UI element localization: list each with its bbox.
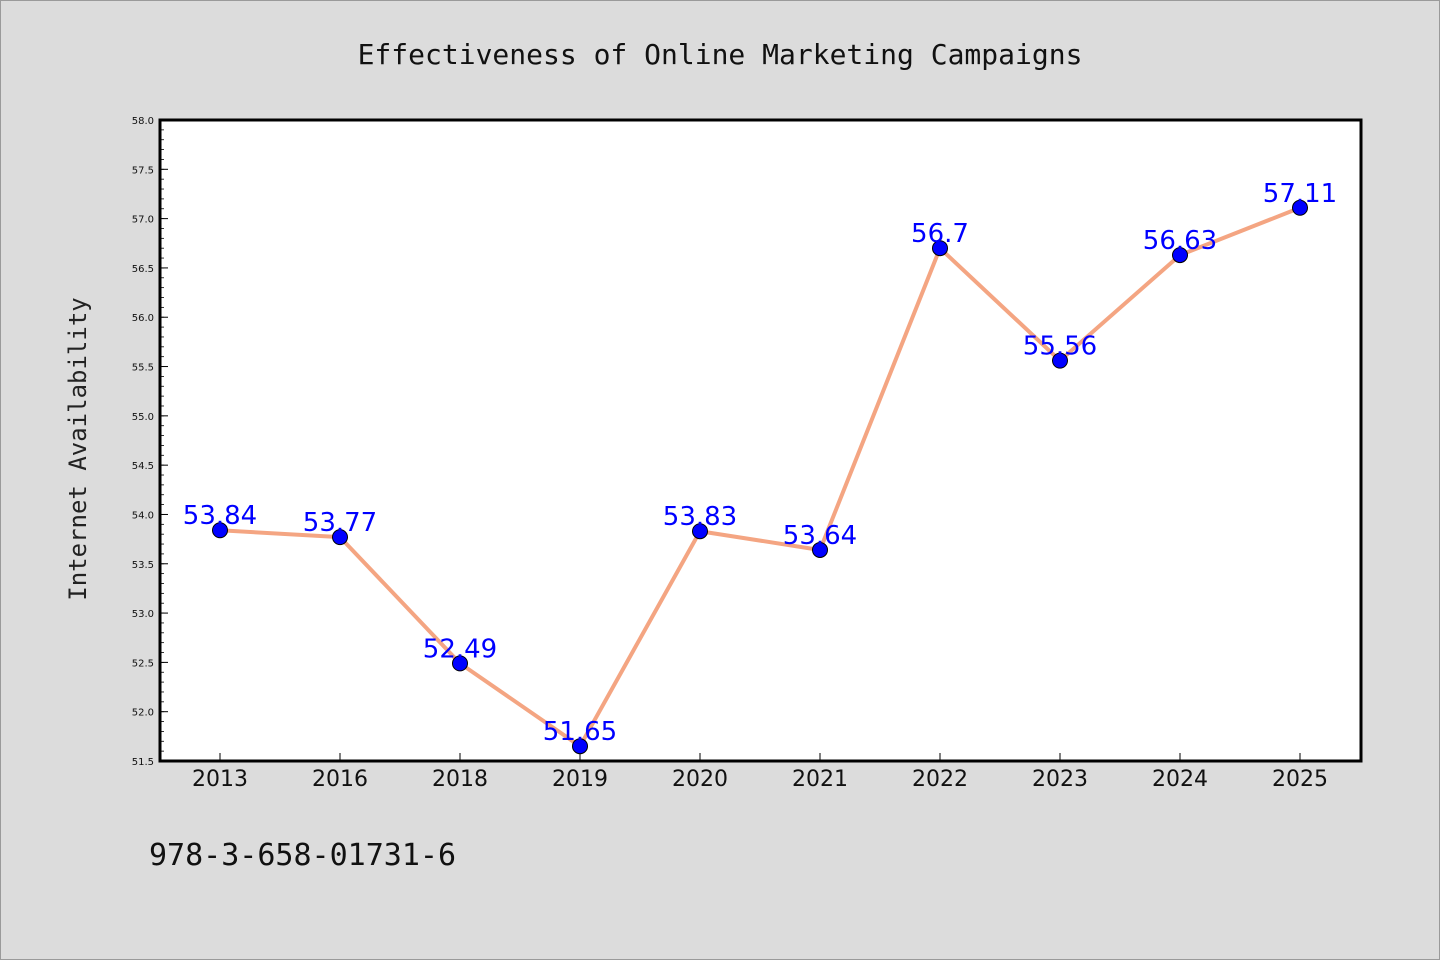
y-tick-label: 54.0 [132,510,154,521]
data-label: 53.64 [783,521,857,551]
isbn-annotation: 978-3-658-01731-6 [149,838,456,873]
y-tick-label: 53.5 [132,560,154,571]
y-tick-label: 55.0 [132,412,154,423]
data-point [1172,247,1188,264]
data-label: 53.83 [663,502,737,532]
series-line [219,205,1301,749]
y-tick-label: 52.0 [132,708,154,719]
data-point [332,529,348,546]
data-label: 51.65 [543,717,617,747]
x-tick-label: 2013 [192,767,248,792]
x-tick-label: 2021 [792,767,848,792]
data-label: 53.84 [183,501,257,531]
x-tick-label: 2020 [672,767,728,792]
y-tick-label: 56.5 [132,264,154,275]
y-tick-label: 58.0 [132,116,154,127]
y-tick-label: 54.5 [132,461,154,472]
data-point [812,541,828,558]
x-axis: 2013 2016 2018 2019 2020 2021 2022 2023 2024 2025 [192,753,1328,792]
plot-area [158,118,1363,763]
x-tick-label: 2019 [552,767,608,792]
data-point [692,523,708,540]
y-axis-label: Internet Availability [64,297,92,600]
y-tick-label: 57.0 [132,215,154,226]
y-tick-label: 53.0 [132,609,154,620]
data-point [572,738,588,755]
y-tick-label: 51.5 [132,757,154,768]
data-point [1292,199,1308,216]
x-tick-label: 2018 [432,767,488,792]
x-tick-label: 2016 [312,767,368,792]
x-tick-label: 2022 [912,767,968,792]
series-group: 53.84 53.77 52.49 51.65 53.83 53.64 56.7 55.56 5… [183,179,1337,755]
data-label: 55.56 [1023,332,1097,362]
data-point [932,240,948,257]
y-axis: 51.5 52.0 52.5 53.0 53.5 54.0 54.5 55.0 55.5 56.0… [132,116,168,768]
y-tick-label: 52.5 [132,658,154,669]
data-point [1052,352,1068,369]
chart-title: Effectiveness of Online Marketing Campai… [358,38,1083,71]
data-label: 53.77 [303,508,377,538]
data-point [212,522,228,539]
x-tick-label: 2025 [1272,767,1328,792]
data-label: 57.11 [1263,179,1337,209]
y-tick-label: 56.0 [132,313,154,324]
x-tick-label: 2023 [1032,767,1088,792]
data-label: 52.49 [423,634,497,664]
y-tick-label: 57.5 [132,165,154,176]
x-tick-label: 2024 [1152,767,1208,792]
data-point [452,655,468,672]
data-label: 56.63 [1143,226,1217,256]
y-tick-label: 55.5 [132,363,154,374]
data-label: 56.7 [911,219,969,249]
